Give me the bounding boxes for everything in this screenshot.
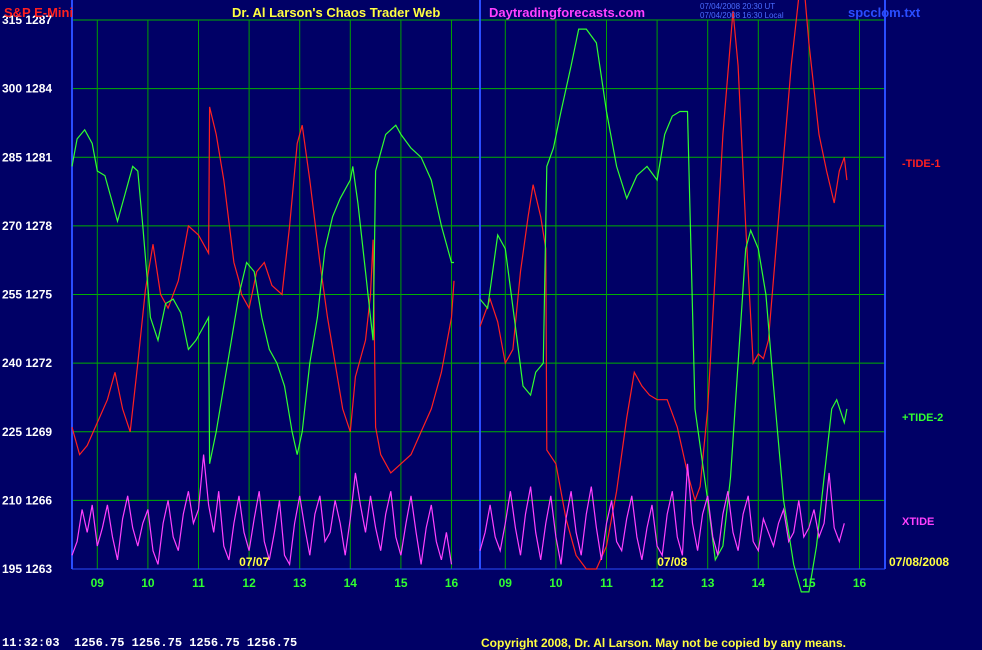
- x-tick-label: 13: [701, 576, 715, 590]
- x-tick-label: 16: [853, 576, 867, 590]
- series-label: XTIDE: [902, 516, 934, 528]
- y-tick-label: 225 1269: [2, 425, 52, 439]
- timestamp-ut: 07/04/2008 20:30 UT: [700, 2, 776, 11]
- chart-series: [71, 0, 848, 593]
- x-tick-label: 13: [293, 576, 307, 590]
- y-tick-label: 315 1287: [2, 13, 52, 27]
- y-tick-label: 270 1278: [2, 219, 52, 233]
- quote-readout: 11:32:03 1256.75 1256.75 1256.75 1256.75: [2, 636, 298, 650]
- chart-grid: [71, 0, 886, 570]
- date-label: 07/08: [657, 555, 687, 569]
- y-tick-label: 255 1275: [2, 288, 52, 302]
- chart-labels: 315 1287 300 1284 285 1281 270 1278 255 1275…: [2, 13, 949, 590]
- y-tick-label: 240 1272: [2, 356, 52, 370]
- series-line-tide-2: [71, 124, 454, 464]
- y-tick-label: 195 1263: [2, 562, 52, 576]
- x-tick-label: 12: [650, 576, 664, 590]
- timestamp-block: 07/04/2008 20:30 UT 07/04/2008 16:30 Loc…: [700, 2, 784, 20]
- x-tick-label: 10: [141, 576, 155, 590]
- date-label: 07/07: [239, 555, 269, 569]
- x-tick-label: 15: [394, 576, 408, 590]
- x-tick-label: 15: [802, 576, 816, 590]
- y-tick-label: 300 1284: [2, 82, 52, 96]
- series-label: +TIDE-2: [902, 412, 943, 424]
- x-tick-label: 11: [192, 576, 205, 590]
- symbol-title: S&P E-Mini: [4, 5, 74, 20]
- site-link[interactable]: Daytradingforecasts.com: [489, 5, 646, 20]
- copyright-notice: Copyright 2008, Dr. Al Larson. May not b…: [481, 636, 846, 650]
- series-label: -TIDE-1: [902, 158, 941, 170]
- x-tick-label: 14: [752, 576, 766, 590]
- x-tick-label: 14: [344, 576, 358, 590]
- series-line-tide-2: [479, 28, 848, 593]
- timestamp-local: 07/04/2008 16:30 Local: [700, 11, 784, 20]
- x-tick-label: 10: [549, 576, 563, 590]
- y-tick-label: 210 1266: [2, 493, 52, 507]
- series-line-xtide: [71, 454, 453, 567]
- data-file-name: spcclom.txt: [848, 5, 921, 20]
- series-line-xtide: [479, 463, 845, 565]
- x-tick-label: 11: [600, 576, 613, 590]
- x-tick-label: 16: [445, 576, 459, 590]
- chart-title: Dr. Al Larson's Chaos Trader Web: [232, 5, 441, 20]
- x-tick-label: 09: [499, 576, 513, 590]
- series-line-tide-1: [479, 0, 848, 570]
- series-line-tide-1: [71, 106, 455, 474]
- y-tick-label: 285 1281: [2, 150, 52, 164]
- date-label: 07/08/2008: [889, 555, 949, 569]
- x-tick-label: 09: [91, 576, 105, 590]
- x-tick-label: 12: [242, 576, 256, 590]
